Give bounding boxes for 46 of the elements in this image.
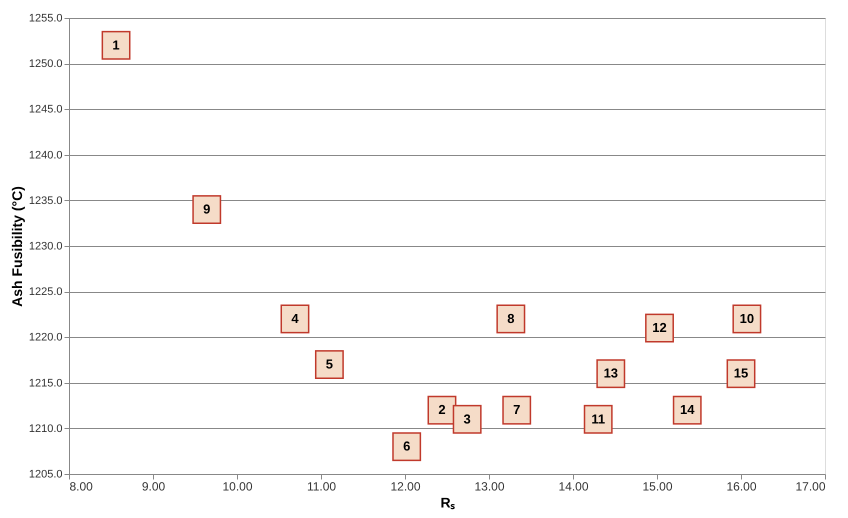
annotation: 5 (326, 356, 334, 372)
point (314, 350, 344, 380)
y-tick-label: 1240.0 (28, 149, 62, 162)
annotation: 11 (591, 411, 606, 426)
point (102, 30, 130, 60)
annotation: 12 (652, 320, 667, 336)
y-tick-label: 1235.0 (28, 194, 62, 207)
point (502, 396, 532, 425)
y-tick-label: 1220.0 (28, 332, 62, 344)
y-axis-title: Ash Fusibility (°C) (8, 186, 25, 307)
y-tick-label: 1250.0 (28, 58, 62, 70)
y-tick-label: 1230.0 (28, 240, 62, 252)
annotation: 8 (507, 310, 514, 326)
x-tick-label: 11.00 (306, 480, 336, 494)
x-tick-label: 15.00 (642, 480, 673, 494)
x-axis-title: Rₛ (440, 494, 456, 510)
point (392, 432, 422, 462)
annotation: 4 (291, 310, 300, 326)
annotation: 15 (734, 366, 748, 381)
x-tick-label: 9.00 (142, 480, 166, 494)
y-tick-label: 1225.0 (28, 286, 62, 298)
x-tick-label: 8.00 (70, 480, 94, 494)
annotation: 2 (438, 402, 446, 418)
point (280, 304, 310, 334)
y-tick-label: 1255.0 (28, 12, 62, 24)
x-tick-label: 10.00 (222, 480, 253, 494)
y-tick-label: 1245.0 (28, 104, 62, 116)
x-tick-label: 14.00 (558, 480, 589, 494)
annotation: 1 (112, 37, 120, 52)
x-tick-label: 16.00 (726, 480, 757, 494)
x-tick-label: 13.00 (474, 480, 505, 494)
y-tick-label: 1215.0 (28, 377, 62, 390)
point (496, 304, 526, 334)
x-tick-label: 17.00 (795, 480, 826, 494)
y-tick-label: 1205.0 (28, 468, 62, 480)
x-tick-label: 12.00 (390, 480, 421, 494)
annotation: 9 (203, 202, 210, 217)
y-tick-label: 1210.0 (28, 422, 62, 435)
point (192, 195, 222, 224)
annotation: 13 (604, 366, 618, 381)
annotation: 6 (403, 438, 410, 454)
annotation: 7 (513, 402, 520, 418)
annotation: 10 (740, 310, 754, 326)
annotation: 14 (680, 402, 696, 418)
point (452, 404, 482, 434)
annotation: 3 (464, 411, 471, 426)
